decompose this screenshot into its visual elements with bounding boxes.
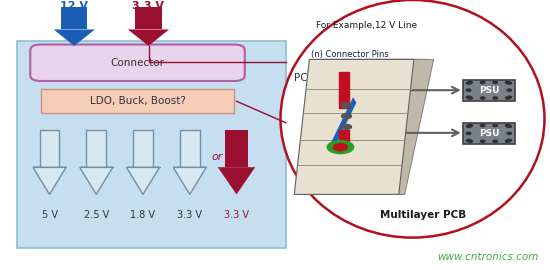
FancyBboxPatch shape xyxy=(463,123,515,144)
FancyBboxPatch shape xyxy=(30,45,245,81)
Polygon shape xyxy=(173,130,206,167)
Bar xyxy=(339,130,349,151)
Bar xyxy=(61,7,87,29)
Circle shape xyxy=(507,89,512,91)
Text: For Example,12 V Line: For Example,12 V Line xyxy=(316,21,417,30)
Circle shape xyxy=(481,124,485,127)
Circle shape xyxy=(466,139,471,141)
Text: Vias: Vias xyxy=(316,118,334,127)
Circle shape xyxy=(468,97,472,99)
Polygon shape xyxy=(33,130,66,167)
Text: 3.3 V: 3.3 V xyxy=(224,210,249,220)
Circle shape xyxy=(468,140,472,142)
Circle shape xyxy=(481,97,485,99)
Text: 5 V: 5 V xyxy=(41,210,58,220)
Circle shape xyxy=(505,81,510,83)
Polygon shape xyxy=(54,29,95,46)
Polygon shape xyxy=(126,167,160,194)
Text: 12 V: 12 V xyxy=(60,1,88,11)
Polygon shape xyxy=(298,59,427,194)
Circle shape xyxy=(481,81,485,83)
Circle shape xyxy=(342,114,351,119)
Text: PSU: PSU xyxy=(478,129,499,138)
Polygon shape xyxy=(126,130,160,167)
Circle shape xyxy=(507,96,512,98)
Circle shape xyxy=(507,132,512,134)
Circle shape xyxy=(468,81,472,83)
Circle shape xyxy=(342,124,351,129)
FancyBboxPatch shape xyxy=(463,80,515,101)
Circle shape xyxy=(333,144,348,151)
Circle shape xyxy=(505,124,510,127)
Polygon shape xyxy=(296,59,421,194)
Text: (n) Connector Pins
or Contacts: (n) Connector Pins or Contacts xyxy=(311,50,388,71)
Circle shape xyxy=(493,124,497,127)
Text: or: or xyxy=(212,151,223,162)
Text: PCB: PCB xyxy=(294,73,315,83)
Text: www.cntronics.com: www.cntronics.com xyxy=(438,252,539,262)
Circle shape xyxy=(466,132,471,134)
Polygon shape xyxy=(80,130,113,167)
FancyBboxPatch shape xyxy=(41,89,234,113)
Circle shape xyxy=(505,97,510,99)
Polygon shape xyxy=(300,59,434,194)
Polygon shape xyxy=(128,29,169,46)
Text: 1.8 V: 1.8 V xyxy=(130,210,156,220)
Text: Tracks: Tracks xyxy=(311,136,337,146)
Circle shape xyxy=(327,141,354,154)
Circle shape xyxy=(493,140,497,142)
Bar xyxy=(225,130,248,167)
Text: Multilayer PCB: Multilayer PCB xyxy=(381,210,466,220)
Text: 2.5 V: 2.5 V xyxy=(84,210,109,220)
Circle shape xyxy=(493,81,497,83)
Text: 3.3 V: 3.3 V xyxy=(177,210,202,220)
Circle shape xyxy=(505,140,510,142)
Text: PSU: PSU xyxy=(478,86,499,95)
Polygon shape xyxy=(33,167,66,194)
Polygon shape xyxy=(218,167,255,194)
Ellipse shape xyxy=(280,0,544,238)
Bar xyxy=(135,7,162,29)
Circle shape xyxy=(466,96,471,98)
Circle shape xyxy=(466,89,471,91)
Polygon shape xyxy=(329,97,356,151)
Circle shape xyxy=(507,125,512,127)
Circle shape xyxy=(466,82,471,84)
Circle shape xyxy=(466,125,471,127)
Circle shape xyxy=(493,97,497,99)
Circle shape xyxy=(342,103,351,108)
Text: 3.3 V: 3.3 V xyxy=(133,1,164,11)
Circle shape xyxy=(507,139,512,141)
Bar xyxy=(339,72,349,108)
Circle shape xyxy=(481,140,485,142)
Text: LDO, Buck, Boost?: LDO, Buck, Boost? xyxy=(90,96,185,106)
Polygon shape xyxy=(294,59,414,194)
Circle shape xyxy=(507,82,512,84)
Circle shape xyxy=(468,124,472,127)
FancyBboxPatch shape xyxy=(16,40,286,248)
Polygon shape xyxy=(173,167,206,194)
Polygon shape xyxy=(80,167,113,194)
Text: Connector: Connector xyxy=(111,58,164,68)
